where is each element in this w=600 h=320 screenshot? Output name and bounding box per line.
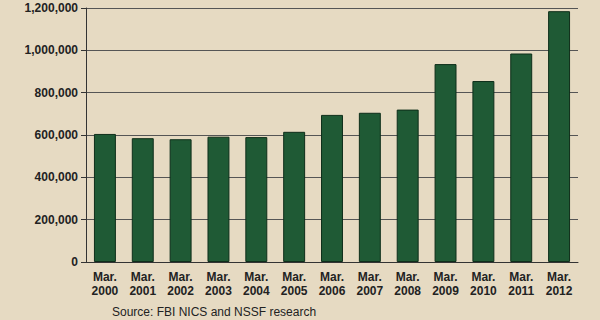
svg-text:400,000: 400,000 xyxy=(35,170,79,184)
svg-text:600,000: 600,000 xyxy=(35,128,79,142)
svg-text:Mar.: Mar. xyxy=(320,270,344,284)
svg-text:0: 0 xyxy=(71,255,78,269)
svg-text:2002: 2002 xyxy=(167,284,194,298)
svg-text:2006: 2006 xyxy=(319,284,346,298)
svg-text:2011: 2011 xyxy=(508,284,534,298)
svg-text:Mar.: Mar. xyxy=(93,270,117,284)
svg-text:1,200,000: 1,200,000 xyxy=(25,1,79,15)
svg-text:Mar.: Mar. xyxy=(206,270,230,284)
svg-text:2008: 2008 xyxy=(394,284,421,298)
svg-text:2001: 2001 xyxy=(129,284,156,298)
svg-text:1,000,000: 1,000,000 xyxy=(25,43,79,57)
svg-text:2004: 2004 xyxy=(243,284,270,298)
svg-text:Mar.: Mar. xyxy=(131,270,155,284)
svg-text:Mar.: Mar. xyxy=(282,270,306,284)
svg-text:Mar.: Mar. xyxy=(434,270,458,284)
svg-text:2003: 2003 xyxy=(205,284,232,298)
svg-text:2012: 2012 xyxy=(546,284,573,298)
svg-text:2005: 2005 xyxy=(281,284,308,298)
svg-text:200,000: 200,000 xyxy=(35,213,79,227)
svg-text:Source: FBI NICS and NSSF rese: Source: FBI NICS and NSSF research xyxy=(112,305,316,319)
svg-text:800,000: 800,000 xyxy=(35,86,79,100)
svg-text:Mar.: Mar. xyxy=(358,270,382,284)
svg-text:Mar.: Mar. xyxy=(396,270,420,284)
svg-text:2009: 2009 xyxy=(432,284,459,298)
svg-text:2007: 2007 xyxy=(356,284,383,298)
svg-text:Mar.: Mar. xyxy=(509,270,533,284)
svg-text:Mar.: Mar. xyxy=(169,270,193,284)
svg-text:Mar.: Mar. xyxy=(244,270,268,284)
svg-text:2000: 2000 xyxy=(92,284,119,298)
svg-text:Mar.: Mar. xyxy=(547,270,571,284)
svg-text:2010: 2010 xyxy=(470,284,497,298)
svg-text:Mar.: Mar. xyxy=(471,270,495,284)
